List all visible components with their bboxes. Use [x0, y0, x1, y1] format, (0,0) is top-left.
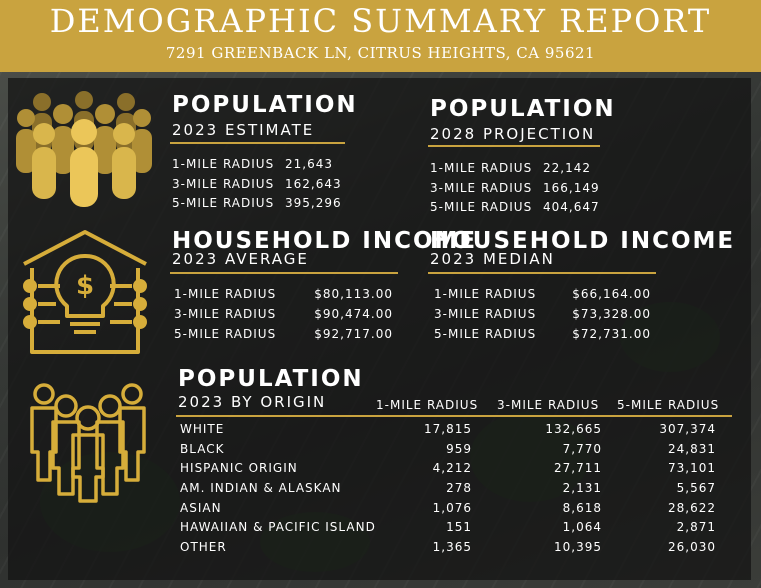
- income-average-title: HOUSEHOLD INCOME: [172, 228, 478, 254]
- origin-row-value: 8,618: [562, 501, 602, 515]
- income-average-subtitle: 2023 AVERAGE: [172, 250, 309, 268]
- pop2028-value-1: 22,142: [543, 161, 591, 175]
- origin-row-value: 7,770: [562, 442, 602, 456]
- pop2023-value-3: 162,643: [285, 177, 342, 191]
- income-median-subtitle: 2023 MEDIAN: [430, 250, 555, 268]
- pop2023-label-5: 5-MILE RADIUS: [172, 196, 275, 210]
- origin-row-value: 28,622: [668, 501, 716, 515]
- origin-row-value: 17,815: [424, 422, 472, 436]
- origin-row-value: 1,365: [432, 540, 472, 554]
- pop2023-value-5: 395,296: [285, 196, 342, 210]
- income-med-label-3: 3-MILE RADIUS: [434, 307, 537, 321]
- origin-col-header-5: 5-MILE RADIUS: [617, 398, 720, 412]
- income-avg-label-1: 1-MILE RADIUS: [174, 287, 277, 301]
- crowd-icon: [16, 91, 152, 207]
- origin-row-label: OTHER: [180, 540, 227, 554]
- origin-row-label: HAWAIIAN & PACIFIC ISLAND: [180, 520, 376, 534]
- pop2028-label-1: 1-MILE RADIUS: [430, 161, 533, 175]
- origin-row-value: 132,665: [545, 422, 602, 436]
- origin-row-label: ASIAN: [180, 501, 222, 515]
- income-avg-value-5: $92,717.00: [314, 327, 393, 341]
- origin-row-value: 4,212: [432, 461, 472, 475]
- divider: [170, 272, 398, 274]
- origin-row-value: 10,395: [554, 540, 602, 554]
- population-2023-subtitle: 2023 ESTIMATE: [172, 121, 315, 139]
- origin-row-value: 26,030: [668, 540, 716, 554]
- pop2023-label-1: 1-MILE RADIUS: [172, 157, 275, 171]
- income-med-value-1: $66,164.00: [572, 287, 651, 301]
- origin-row-label: AM. INDIAN & ALASKAN: [180, 481, 342, 495]
- property-address: 7291 GREENBACK LN, CITRUS HEIGHTS, CA 95…: [165, 44, 596, 62]
- income-med-value-3: $73,328.00: [572, 307, 651, 321]
- origin-title: POPULATION: [178, 366, 364, 392]
- population-2023-title: POPULATION: [172, 92, 358, 118]
- income-avg-label-3: 3-MILE RADIUS: [174, 307, 277, 321]
- pop2023-value-1: 21,643: [285, 157, 333, 171]
- origin-row-value: 5,567: [676, 481, 716, 495]
- origin-row-label: WHITE: [180, 422, 225, 436]
- origin-col-header-3: 3-MILE RADIUS: [497, 398, 600, 412]
- pop2023-label-3: 3-MILE RADIUS: [172, 177, 275, 191]
- origin-col-header-1: 1-MILE RADIUS: [376, 398, 479, 412]
- origin-row-value: 1,064: [562, 520, 602, 534]
- origin-row-value: 73,101: [668, 461, 716, 475]
- report-title: DEMOGRAPHIC SUMMARY REPORT: [49, 2, 712, 40]
- people-outline-icon: [30, 383, 146, 503]
- origin-row-value: 2,871: [676, 520, 716, 534]
- divider: [428, 145, 600, 147]
- house-dollar-lightbulb-icon: $: [23, 230, 147, 354]
- pop2028-value-3: 166,149: [543, 181, 600, 195]
- pop2028-value-5: 404,647: [543, 200, 600, 214]
- income-avg-value-1: $80,113.00: [314, 287, 393, 301]
- origin-row-value: 27,711: [554, 461, 602, 475]
- income-med-label-5: 5-MILE RADIUS: [434, 327, 537, 341]
- divider: [170, 142, 345, 144]
- divider: [428, 272, 656, 274]
- origin-row-label: HISPANIC ORIGIN: [180, 461, 298, 475]
- report-header: DEMOGRAPHIC SUMMARY REPORT 7291 GREENBAC…: [0, 0, 761, 72]
- origin-row-value: 151: [446, 520, 472, 534]
- origin-row-value: 1,076: [432, 501, 472, 515]
- pop2028-label-5: 5-MILE RADIUS: [430, 200, 533, 214]
- origin-row-label: BLACK: [180, 442, 225, 456]
- origin-subtitle: 2023 BY ORIGIN: [178, 393, 327, 411]
- population-2028-subtitle: 2028 PROJECTION: [430, 125, 596, 143]
- population-2028-title: POPULATION: [430, 96, 616, 122]
- divider: [176, 415, 732, 417]
- origin-row-value: 2,131: [562, 481, 602, 495]
- origin-row-value: 24,831: [668, 442, 716, 456]
- income-avg-value-3: $90,474.00: [314, 307, 393, 321]
- income-med-label-1: 1-MILE RADIUS: [434, 287, 537, 301]
- income-med-value-5: $72,731.00: [572, 327, 651, 341]
- origin-row-value: 959: [446, 442, 472, 456]
- income-median-title: HOUSEHOLD INCOME: [430, 228, 736, 254]
- svg-text:$: $: [76, 271, 94, 301]
- origin-row-value: 278: [446, 481, 472, 495]
- income-avg-label-5: 5-MILE RADIUS: [174, 327, 277, 341]
- origin-row-value: 307,374: [659, 422, 716, 436]
- pop2028-label-3: 3-MILE RADIUS: [430, 181, 533, 195]
